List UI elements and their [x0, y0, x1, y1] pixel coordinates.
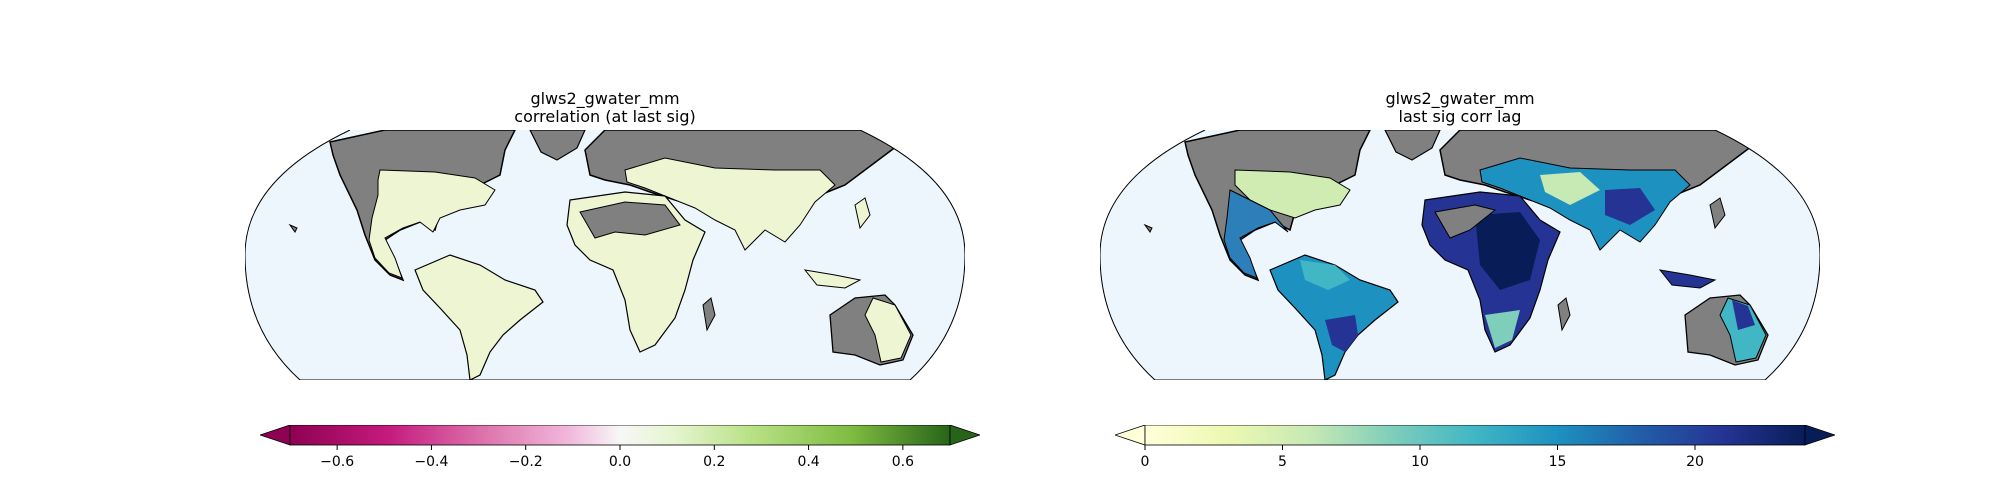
colorbar-tick-label: −0.4 [414, 454, 448, 470]
sahara-land [1434, 204, 1497, 239]
indonesia-lag [1658, 269, 1717, 289]
asia-lag-deep [1605, 188, 1655, 225]
nz-land [1789, 351, 1805, 379]
australia-lag-deep [1732, 300, 1755, 330]
south-america-lag-deep [1325, 315, 1358, 352]
us-lag-region-light [1234, 169, 1351, 219]
hawaii-land [1143, 223, 1153, 233]
greenland-land [529, 130, 586, 161]
map-title-metric: correlation (at last sig) [514, 107, 696, 126]
africa-lag-light [1485, 310, 1520, 348]
colorbar-gradient [1144, 425, 1806, 446]
asia-lag [1479, 157, 1691, 251]
us-lag-region-dark [1223, 189, 1289, 279]
colorbar-gradient [289, 425, 951, 446]
map-frame [245, 130, 965, 380]
colorbar-tick-label: 0.0 [609, 454, 631, 470]
us-mexico-data [368, 169, 496, 279]
indonesia-data [803, 269, 862, 289]
asia-lag-light [1540, 172, 1600, 205]
map-title-right: glws2_gwater_mm last sig corr lag [1100, 90, 1820, 126]
africa-lag-deepest [1475, 212, 1540, 290]
colorbar-tick-label: 0.4 [797, 454, 819, 470]
colorbar-extend-high [949, 425, 980, 446]
australia-lag [1719, 297, 1767, 363]
sahara-land [579, 201, 681, 239]
nz-land [934, 351, 950, 379]
madagascar-land [702, 297, 716, 332]
colorbar-tick-label: 10 [1411, 454, 1429, 470]
colorbar-tick-label: 5 [1278, 454, 1287, 470]
colorbar-extend-low [260, 425, 291, 446]
colorbar-tick-label: 20 [1686, 454, 1704, 470]
correlation-colorbar: −0.6 −0.4 −0.2 0.0 0.2 0.4 0.6 [260, 425, 980, 470]
greenland-land [1384, 130, 1441, 161]
japan-data [854, 197, 871, 230]
colorbar-tick-label: 15 [1549, 454, 1567, 470]
colorbar-tick-label: 0.6 [892, 454, 914, 470]
colorbar-tick-label: −0.6 [320, 454, 354, 470]
australia-data [864, 297, 912, 363]
map-title-left: glws2_gwater_mm correlation (at last sig… [245, 90, 965, 126]
colorbar-tick-label: 0.2 [703, 454, 725, 470]
map-title-variable: glws2_gwater_mm [530, 89, 680, 108]
lag-map [1100, 130, 1820, 380]
colorbar-extend-low [1115, 425, 1146, 446]
lag-colorbar: 0 5 10 15 20 [1115, 425, 1835, 470]
colorbar-extend-high [1804, 425, 1835, 446]
colorbar-tick-label: 0 [1141, 454, 1150, 470]
asia-data [624, 157, 836, 251]
map-title-variable: glws2_gwater_mm [1385, 89, 1535, 108]
south-america-lag-high [1300, 260, 1350, 290]
colorbar-tick-label: −0.2 [509, 454, 543, 470]
madagascar-land [1557, 297, 1571, 332]
japan-land [1709, 197, 1726, 230]
correlation-map [245, 130, 965, 380]
map-title-metric: last sig corr lag [1398, 107, 1522, 126]
hawaii-land [288, 223, 298, 233]
south-america-data [414, 254, 544, 380]
